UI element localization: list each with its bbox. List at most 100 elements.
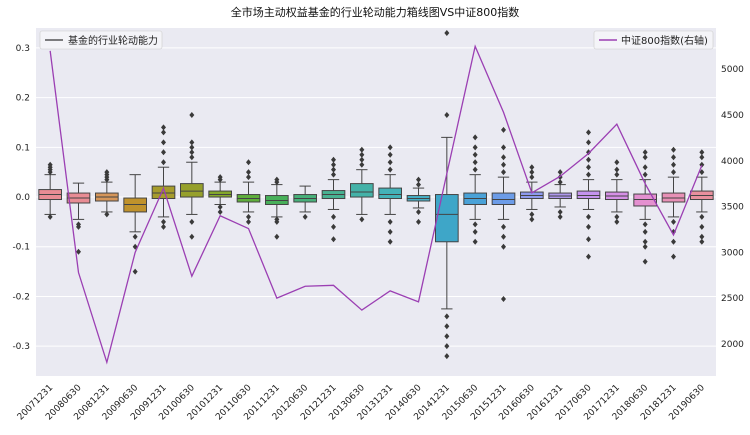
outlier-point [104, 211, 110, 218]
outlier-point [557, 213, 563, 220]
boxplot-20091231 [151, 124, 176, 230]
outlier-point [76, 223, 81, 230]
outlier-point [472, 166, 478, 173]
outlier-point [642, 238, 648, 245]
outlier-point [359, 151, 365, 158]
y-right-tick-label: 4500 [721, 111, 744, 121]
outlier-point [359, 156, 365, 163]
outlier-point [501, 144, 506, 151]
boxplot-20080630 [66, 182, 91, 255]
boxplot-group [38, 29, 714, 360]
outlier-point [189, 139, 195, 146]
outlier-point [217, 203, 223, 210]
outlier-point [472, 144, 478, 151]
plot-area [36, 28, 716, 376]
boxplot-20121231 [321, 156, 346, 243]
outlier-point [189, 154, 195, 161]
outlier-point [586, 129, 591, 136]
boxplot-20120630 [293, 185, 318, 220]
outlier-point [246, 174, 251, 181]
y-right-tick-label: 4000 [721, 157, 744, 167]
outlier-point [387, 238, 393, 245]
outlier-point [444, 313, 450, 320]
outlier-point [501, 169, 506, 176]
outlier-point [529, 164, 535, 171]
csi800-index-line [49, 44, 703, 365]
outlier-point [472, 151, 478, 158]
outlier-point [557, 169, 563, 176]
outlier-point [331, 161, 336, 168]
boxplot-20100630 [180, 112, 204, 240]
outlier-point [501, 243, 506, 250]
outlier-point [189, 149, 195, 156]
outlier-point [132, 268, 138, 275]
outlier-point [671, 218, 676, 225]
outlier-point [472, 238, 478, 245]
outlier-point [501, 154, 506, 161]
outlier-point [161, 218, 166, 225]
index-line-group [49, 44, 703, 365]
outlier-point [274, 233, 280, 240]
outlier-point [416, 218, 421, 225]
y-left-tick-label: 0.2 [16, 94, 30, 104]
boxplot-20141231 [435, 29, 459, 360]
legend-right-label: 中证800指数(右轴) [621, 34, 708, 47]
outlier-point [614, 218, 620, 225]
outlier-point [331, 236, 336, 243]
legend-left[interactable]: 基金的行业轮动能力 [39, 30, 163, 50]
outlier-point [359, 216, 365, 223]
outlier-point [671, 253, 676, 260]
box-iqr [151, 185, 176, 200]
boxplot-20180630 [633, 149, 657, 265]
outlier-point [387, 159, 393, 166]
boxplot-20130630 [350, 146, 374, 223]
outlier-point [671, 154, 676, 161]
outlier-point [387, 218, 393, 225]
boxplot-20151231 [491, 126, 516, 302]
outlier-point [444, 343, 450, 350]
outlier-point [642, 149, 648, 156]
boxplot-20170630 [576, 129, 601, 260]
boxplot-20131231 [378, 144, 403, 245]
outlier-point [104, 169, 110, 176]
outlier-point [699, 223, 705, 230]
outlier-point [614, 171, 620, 178]
outlier-point [472, 159, 478, 166]
outlier-point [586, 213, 591, 220]
y-right-tick-label: 3000 [721, 248, 744, 258]
y-left-tick-label: -0.3 [12, 342, 30, 352]
outlier-point [161, 159, 166, 166]
outlier-point [444, 353, 450, 360]
outlier-point [671, 238, 676, 245]
legend-right[interactable]: 中证800指数(右轴) [593, 30, 714, 50]
outlier-point [331, 156, 336, 163]
outlier-point [671, 161, 676, 168]
outlier-point [529, 211, 535, 218]
outlier-point [161, 223, 166, 230]
outlier-point [47, 161, 53, 168]
boxplot-20161231 [548, 169, 572, 220]
outlier-point [189, 112, 195, 118]
boxplot-20110630 [236, 159, 261, 225]
outlier-point [217, 174, 223, 181]
y-left-tick-label: 0.3 [16, 44, 30, 54]
outlier-point [699, 169, 705, 176]
outlier-point [699, 238, 705, 245]
outlier-point [246, 169, 251, 176]
outlier-point [274, 176, 280, 183]
outlier-point [586, 164, 591, 171]
outlier-point [161, 129, 166, 136]
outlier-point [331, 213, 336, 220]
outlier-point [387, 144, 393, 151]
boxplot-20071231 [38, 161, 62, 220]
outlier-point [189, 218, 195, 225]
outlier-point [671, 146, 676, 153]
outlier-point [642, 243, 648, 250]
outlier-point [132, 233, 138, 240]
box-iqr [576, 190, 601, 200]
outlier-point [642, 221, 648, 228]
outlier-point [614, 166, 620, 173]
box-iqr [180, 183, 204, 198]
outlier-point [331, 171, 336, 178]
outlier-point [472, 134, 478, 141]
